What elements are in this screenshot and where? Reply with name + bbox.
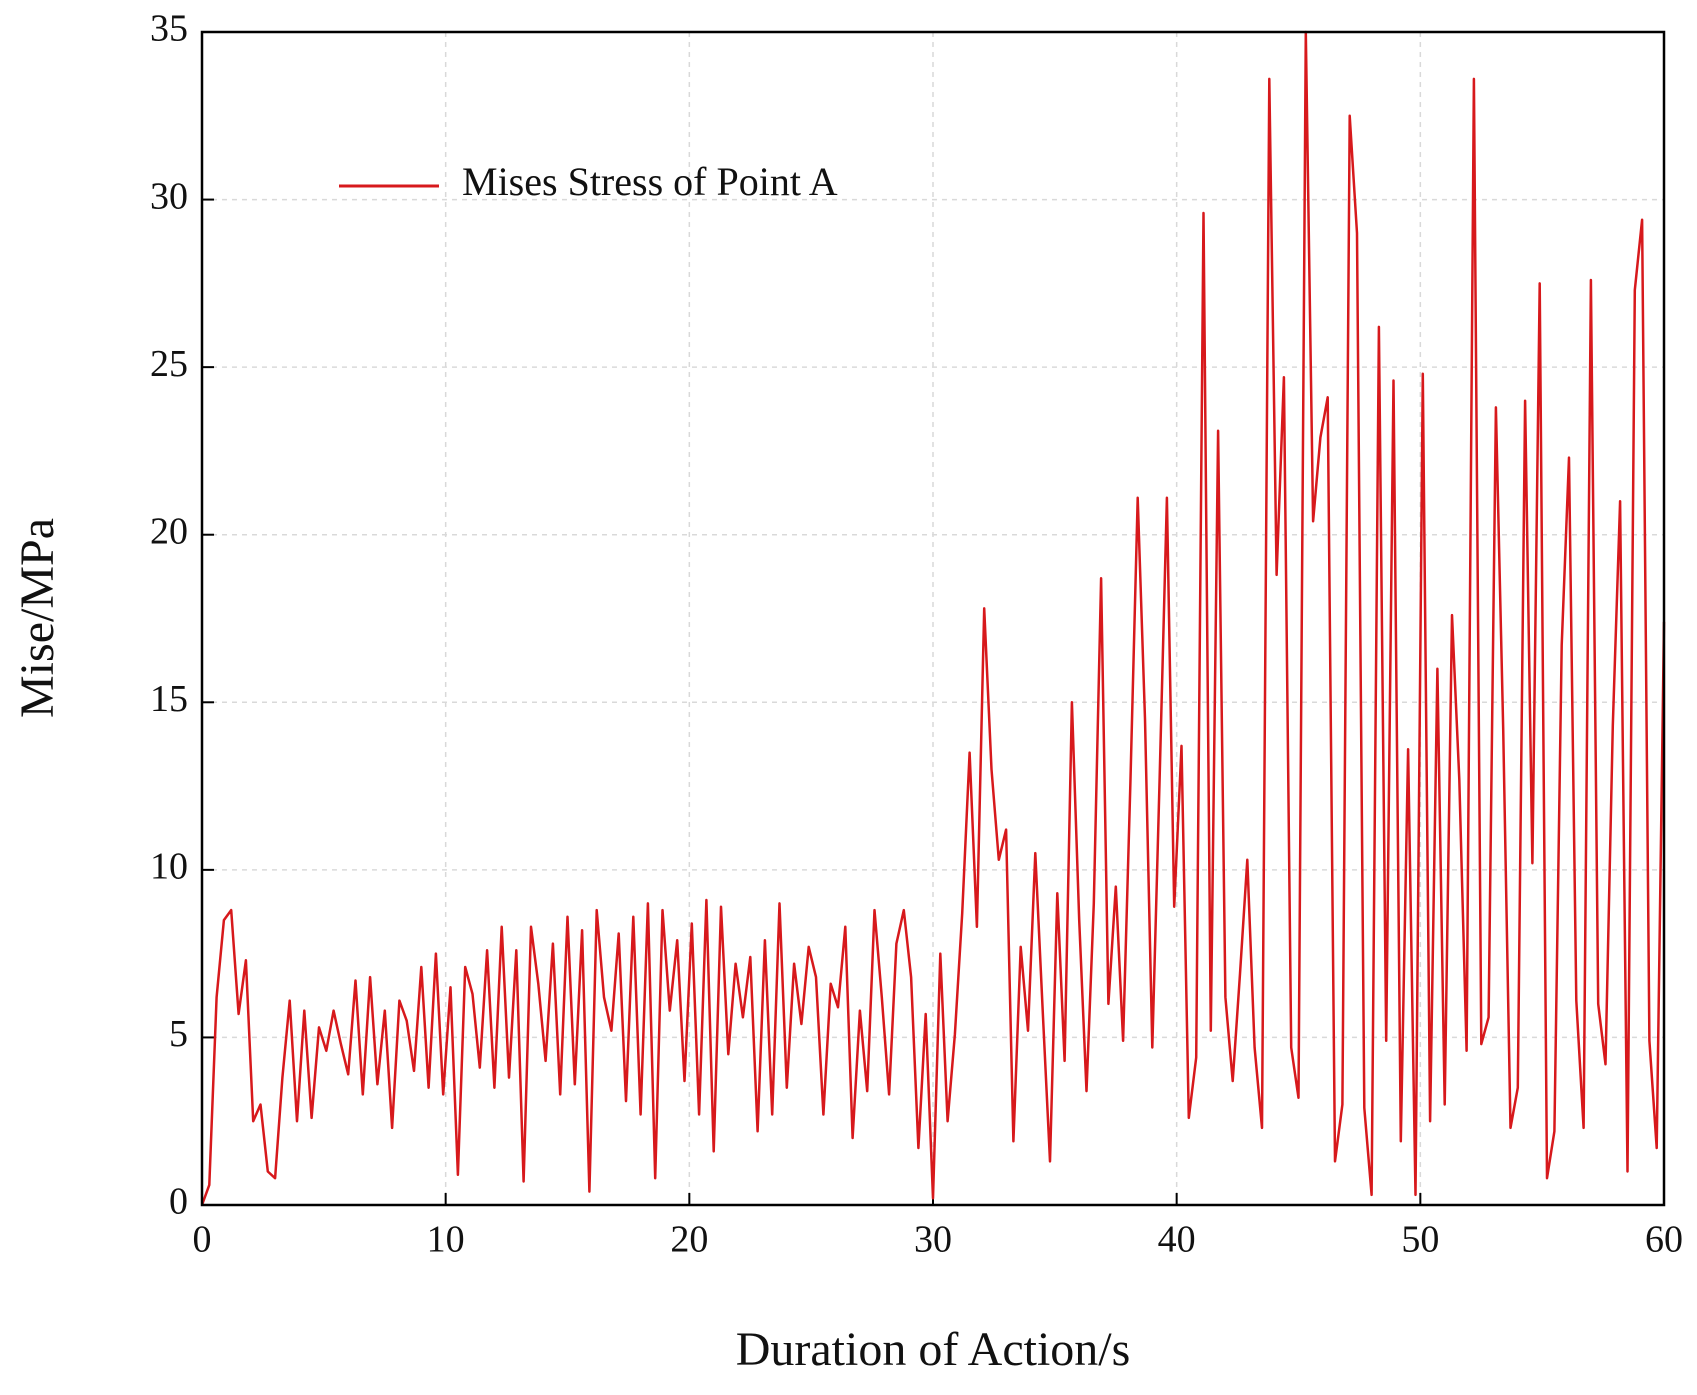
y-tick-label: 35 xyxy=(150,8,188,50)
y-tick-label: 20 xyxy=(150,510,188,552)
y-tick-label: 5 xyxy=(169,1013,188,1055)
y-tick-label: 30 xyxy=(150,175,188,217)
x-tick-label: 50 xyxy=(1401,1219,1439,1261)
x-tick-label: 10 xyxy=(427,1219,465,1261)
y-tick-label: 25 xyxy=(150,343,188,385)
legend-label: Mises Stress of Point A xyxy=(462,159,838,204)
x-tick-label: 40 xyxy=(1158,1219,1196,1261)
line-series xyxy=(200,30,1666,1206)
x-tick-label: 0 xyxy=(193,1219,212,1261)
x-axis-title: Duration of Action/s xyxy=(736,1323,1131,1376)
plot-frame xyxy=(200,30,1666,1207)
y-tick-label: 15 xyxy=(150,678,188,720)
x-tick-label: 20 xyxy=(670,1219,708,1261)
y-axis-title: Mise/MPa xyxy=(11,518,64,718)
x-tick-label: 30 xyxy=(914,1219,952,1261)
x-tick-label: 60 xyxy=(1645,1219,1683,1261)
y-tick-label: 10 xyxy=(150,846,188,888)
y-tick-label: 0 xyxy=(169,1181,188,1223)
